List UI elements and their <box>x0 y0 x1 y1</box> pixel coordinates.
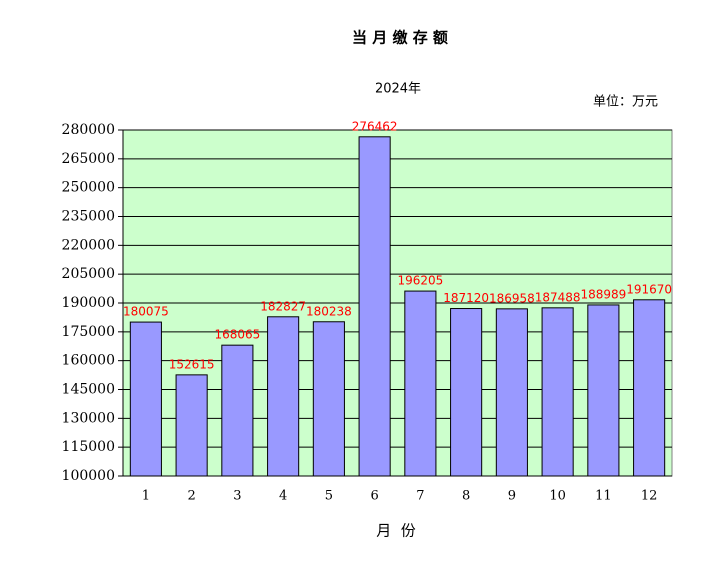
x-tick-label: 1 <box>142 489 150 504</box>
value-label: 152615 <box>169 357 215 371</box>
y-tick-label: 130000 <box>62 410 115 426</box>
bar <box>221 344 254 477</box>
y-tick-label: 280000 <box>62 122 115 138</box>
unit-note: 单位：万元 <box>593 95 658 110</box>
bar <box>358 136 391 477</box>
x-tick-label: 12 <box>641 489 658 504</box>
y-tick-label: 235000 <box>62 209 115 225</box>
value-label: 180238 <box>306 304 352 318</box>
x-tick-label: 4 <box>279 489 287 504</box>
x-tick-label: 9 <box>508 489 516 504</box>
value-label: 191670 <box>626 282 672 296</box>
chart-subtitle: 2024年 <box>375 82 421 97</box>
value-label: 196205 <box>397 274 443 288</box>
y-tick-label: 220000 <box>62 237 115 253</box>
chart-title: 当 月 缴 存 额 <box>352 29 448 47</box>
y-tick-label: 175000 <box>62 324 115 340</box>
bar <box>495 308 528 477</box>
x-axis-label: 月 份 <box>376 522 416 540</box>
value-label: 168065 <box>214 328 260 342</box>
value-label: 188989 <box>580 287 626 301</box>
value-label: 187120 <box>443 291 489 305</box>
y-tick-label: 145000 <box>62 382 115 398</box>
value-label: 180075 <box>123 305 169 319</box>
y-tick-label: 160000 <box>62 353 115 369</box>
y-tick-label: 100000 <box>62 468 115 484</box>
bar <box>404 290 437 477</box>
x-tick-label: 11 <box>595 489 612 504</box>
x-tick-label: 6 <box>370 489 378 504</box>
y-tick-label: 205000 <box>62 266 115 282</box>
value-label: 186958 <box>489 291 535 305</box>
bar <box>129 321 162 477</box>
x-tick-label: 2 <box>187 489 195 504</box>
x-tick-label: 7 <box>416 489 424 504</box>
bar <box>541 307 574 477</box>
value-label: 276462 <box>352 119 398 133</box>
y-tick-label: 190000 <box>62 295 115 311</box>
bar <box>312 321 345 477</box>
x-tick-label: 3 <box>233 489 241 504</box>
bar <box>267 316 300 477</box>
y-tick-label: 250000 <box>62 180 115 196</box>
x-tick-label: 8 <box>462 489 470 504</box>
value-label: 187488 <box>535 290 581 304</box>
value-label: 182827 <box>260 299 306 313</box>
x-tick-label: 10 <box>549 489 566 504</box>
y-tick-label: 265000 <box>62 151 115 167</box>
bar <box>587 304 620 477</box>
bar <box>450 308 483 477</box>
bar <box>633 299 666 477</box>
bar <box>175 374 208 477</box>
y-tick-label: 115000 <box>62 439 115 455</box>
x-tick-label: 5 <box>325 489 333 504</box>
